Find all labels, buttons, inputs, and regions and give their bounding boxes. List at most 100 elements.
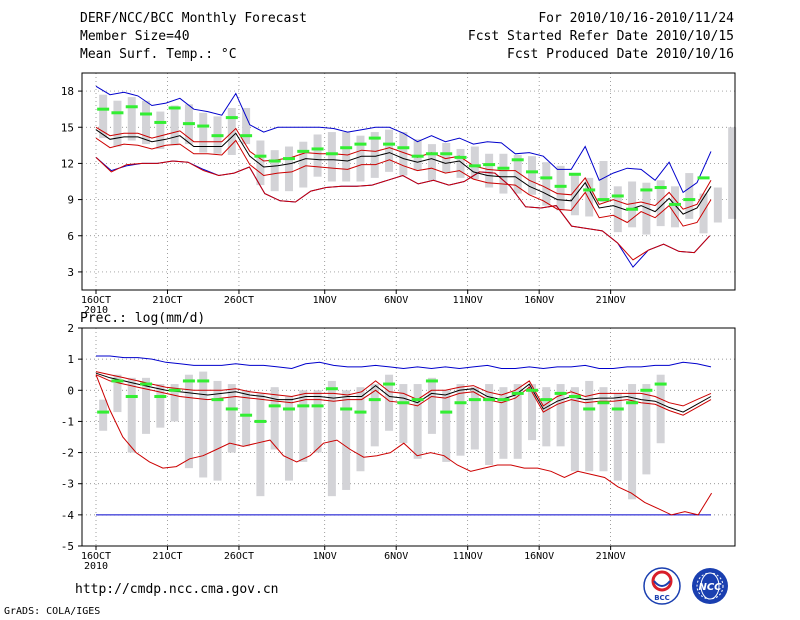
series-line-p90 [95,85,712,194]
median-marker [354,142,367,146]
median-marker [297,404,310,408]
member-range-box [356,387,365,472]
median-marker [254,419,267,423]
median-marker [568,395,581,399]
median-marker [411,154,424,158]
member-range-box [528,156,537,195]
median-marker [654,186,667,190]
member-range-box [227,107,236,155]
member-range-box [685,173,694,219]
x-year-label: 2010 [84,305,108,316]
member-range-box [356,135,365,182]
median-marker [340,146,353,150]
member-range-box [585,380,594,472]
member-range-box [270,387,279,450]
median-marker [483,398,496,402]
x-tick-label: 1NOV [313,295,337,306]
median-marker [325,152,338,156]
member-range-box [470,387,479,450]
member-range-box [556,384,565,447]
series-line-upper [95,126,712,210]
median-marker [225,116,238,120]
member-range-box [656,374,665,444]
member-range-box [570,387,579,472]
median-marker [411,398,424,402]
member-range-box [427,377,436,434]
y-tick-label: 0 [67,384,74,397]
series-line-mean [95,372,712,413]
median-marker [511,391,524,395]
median-marker [97,107,110,111]
member-range-box [113,100,122,147]
median-marker [454,155,467,159]
member-range-box [470,146,479,180]
y-tick-label: -2 [61,447,74,460]
ncc-logo-label: NCC [698,582,722,593]
median-marker [583,188,596,192]
median-marker [297,149,310,153]
median-marker [125,105,138,109]
bcc-logo: BCC [643,567,681,605]
member-range-box [456,148,465,178]
member-range-box [642,384,651,475]
x-tick-label: 6NOV [384,295,408,306]
y-tick-label: 6 [67,230,74,243]
median-marker [397,401,410,405]
member-range-box [199,371,208,478]
median-marker [497,398,510,402]
member-range-box [385,374,394,431]
median-marker [468,164,481,168]
median-marker [111,379,124,383]
median-marker [311,404,324,408]
median-marker [354,410,367,414]
member-range-box [656,180,665,227]
median-marker [526,170,539,174]
x-tick-label: 21OCT [152,551,182,562]
member-range-box [342,390,351,490]
member-range-box [313,134,322,177]
member-range-box [442,390,451,462]
median-marker [611,194,624,198]
member-range-box [299,141,308,188]
member-range-box [499,153,508,194]
median-marker [540,176,553,180]
member-range-box [99,399,108,431]
forecast-period: For 2010/10/16-2010/11/24 [538,11,734,26]
x-tick-label: 16NOV [524,295,554,306]
y-tick-label: 3 [67,266,74,279]
member-range-box [299,390,308,462]
series-line-lower [95,137,712,227]
member-range-box [242,390,251,447]
median-marker [483,163,496,167]
ncc-logo: NCC [692,568,728,604]
median-marker [140,382,153,386]
series-line-max [96,355,712,370]
x-tick-label: 26OCT [224,295,254,306]
median-marker [425,379,438,383]
median-marker [268,404,281,408]
member-range-box [99,94,108,139]
member-range-box [327,132,336,182]
member-range-box [513,154,522,194]
member-range-box [528,384,537,441]
x-tick-label: 11NOV [453,295,483,306]
variable-label: Mean Surf. Temp.: °C [80,47,237,62]
median-marker [497,166,510,170]
median-marker [440,410,453,414]
median-marker [282,157,295,161]
member-range-box [613,186,622,233]
member-range-box [427,144,436,181]
y-tick-label: -5 [61,540,74,553]
median-marker [240,413,253,417]
member-range-box [327,380,336,497]
median-marker [440,152,453,156]
member-range-box [156,111,165,149]
median-marker [240,134,253,138]
median-marker [154,120,167,124]
median-marker [611,407,624,411]
median-marker [640,188,653,192]
member-range-box [170,384,179,422]
x-year-label: 2010 [84,561,108,572]
median-marker [511,158,524,162]
source-url[interactable]: http://cmdp.ncc.cma.gov.cn [75,582,279,597]
